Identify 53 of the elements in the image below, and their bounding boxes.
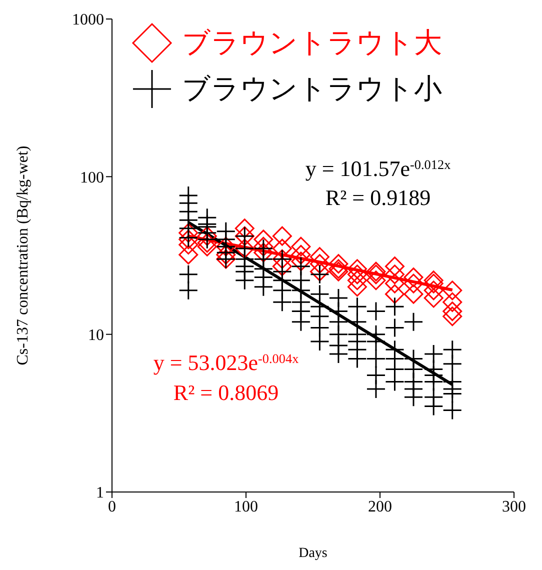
point <box>384 274 404 294</box>
point <box>178 234 198 254</box>
point <box>347 264 367 284</box>
point <box>442 302 462 322</box>
point <box>347 277 367 297</box>
point <box>272 256 292 276</box>
x-tick-label: 0 <box>108 498 116 516</box>
point <box>272 238 292 258</box>
point <box>234 218 254 238</box>
y-axis-title: Cs-137 concentration (Bq/kg-wet) <box>14 146 32 366</box>
point <box>178 244 198 264</box>
point <box>424 288 444 308</box>
point <box>254 242 274 262</box>
x-axis-title: Days <box>298 546 328 561</box>
point <box>404 274 424 294</box>
legend-label: ブラウントラウト大 <box>182 25 442 61</box>
point <box>197 226 217 246</box>
y-tick-label: 1 <box>96 484 104 502</box>
point <box>291 236 311 256</box>
x-tick-label: 200 <box>368 498 392 516</box>
point <box>254 230 274 250</box>
point <box>197 236 217 256</box>
point <box>197 233 217 253</box>
point <box>291 244 311 264</box>
y-tick-label: 1000 <box>72 12 104 29</box>
point <box>442 280 462 300</box>
point <box>178 223 198 243</box>
point <box>404 268 424 288</box>
point <box>366 270 386 290</box>
point <box>310 262 330 282</box>
point <box>384 284 404 304</box>
point <box>310 247 330 267</box>
y-tick-label: 100 <box>80 169 104 186</box>
y-tick-label: 10 <box>88 327 104 344</box>
legend-label: ブラウントラウト小 <box>182 71 442 107</box>
point <box>442 292 462 312</box>
annotation: y = 101.57e$^{-0.012x}$ <box>305 156 452 181</box>
annotation: R² = 0.8069 <box>173 380 279 405</box>
point <box>384 256 404 276</box>
annotation: y = 53.023e$^{-0.004x}$ <box>153 350 300 375</box>
point <box>328 254 348 274</box>
point <box>424 280 444 300</box>
x-tick-label: 300 <box>502 498 526 516</box>
point <box>384 264 404 284</box>
x-tick-label: 100 <box>234 498 258 516</box>
point <box>404 284 424 304</box>
point <box>347 259 367 279</box>
point <box>272 226 292 246</box>
point <box>347 270 367 290</box>
point <box>442 306 462 326</box>
point <box>310 254 330 274</box>
annotation: R² = 0.9189 <box>325 185 431 210</box>
point <box>291 252 311 272</box>
